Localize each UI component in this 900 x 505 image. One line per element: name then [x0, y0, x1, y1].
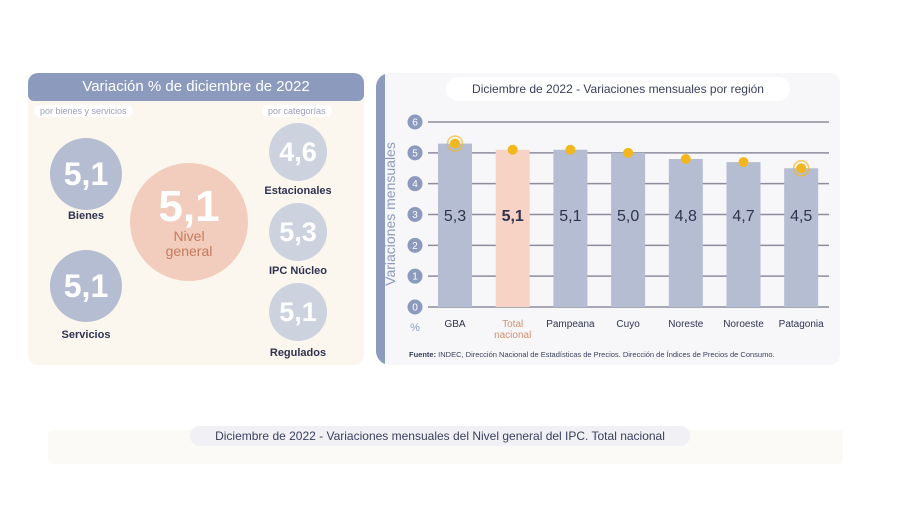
- bar: [784, 168, 819, 307]
- value-marker: [623, 147, 634, 158]
- nivel-general-circle: 5,1 Nivel general: [130, 163, 248, 281]
- category-label: GBA: [444, 319, 465, 330]
- nivel-general-label-line1: Nivel: [173, 228, 205, 244]
- by-category-label: por categorías: [262, 105, 332, 117]
- y-tick-bubble: [407, 145, 423, 161]
- value-marker: [565, 144, 576, 155]
- marker-ring: [792, 160, 810, 177]
- bottom-chart-title: Diciembre de 2022 - Variaciones mensuale…: [190, 426, 690, 446]
- bar: [553, 149, 588, 307]
- bar-value-label: 4,8: [675, 208, 697, 225]
- by-goods-services-label: por bienes y servicios: [34, 105, 133, 117]
- category-label: Patagonia: [779, 319, 824, 330]
- y-tick-label: 0: [412, 303, 418, 314]
- region-chart-title: Diciembre de 2022 - Variaciones mensuale…: [446, 77, 790, 101]
- value-marker: [680, 154, 691, 164]
- chart-source: Fuente: INDEC, Dirección Nacional de Est…: [409, 350, 775, 359]
- estacionales-circle: 4,6: [269, 123, 327, 181]
- y-tick-bubble: [407, 268, 423, 284]
- y-axis-label: Variaciones mensuales: [382, 142, 398, 286]
- source-text: INDEC, Dirección Nacional de Estadística…: [436, 350, 775, 359]
- y-tick-label: 4: [412, 179, 418, 190]
- value-marker: [738, 157, 749, 168]
- panel-accent-bar: [376, 73, 385, 365]
- y-axis-unit: %: [410, 322, 420, 334]
- servicios-label: Servicios: [61, 329, 111, 341]
- region-chart-panel: Diciembre de 2022 - Variaciones mensuale…: [376, 73, 840, 365]
- summary-title: Variación % de diciembre de 2022: [28, 73, 364, 101]
- y-tick-bubble: [407, 207, 423, 222]
- category-label: Total: [502, 319, 523, 330]
- marker-ring: [446, 135, 464, 152]
- bar: [611, 152, 646, 307]
- y-tick-label: 3: [412, 210, 418, 221]
- y-tick-bubble: [407, 114, 423, 130]
- category-label: Noroeste: [723, 319, 764, 330]
- regulados-label: Regulados: [269, 347, 327, 359]
- nivel-general-label-line2: general: [165, 243, 213, 259]
- y-tick-label: 5: [412, 148, 418, 159]
- bar-value-label: 5,0: [617, 208, 639, 225]
- y-tick-bubble: [407, 299, 423, 315]
- summary-panel: Variación % de diciembre de 2022 por bie…: [28, 73, 364, 365]
- bar-value-label: 5,1: [502, 208, 524, 225]
- ipc-nucleo-circle: 5,3: [269, 203, 327, 261]
- bar-value-label: 5,1: [559, 208, 581, 225]
- regulados-circle: 5,1: [269, 283, 327, 341]
- estacionales-label: Estacionales: [264, 185, 332, 197]
- category-label: Cuyo: [616, 319, 640, 330]
- value-marker: [507, 144, 518, 155]
- bar-value-label: 4,7: [732, 208, 754, 225]
- y-tick-label: 6: [412, 118, 418, 129]
- region-bar-chart: 0 1 2 3 4 5 6 Variaciones mensuales% 5,3 GBA 5,1 To…: [382, 114, 829, 341]
- servicios-circle: 5,1: [50, 250, 122, 322]
- value-marker: [796, 163, 807, 174]
- y-tick-bubble: [407, 176, 423, 192]
- nivel-general-value: 5,1: [158, 182, 220, 231]
- source-prefix: Fuente:: [409, 350, 437, 359]
- bienes-circle: 5,1: [50, 138, 122, 210]
- bar: [726, 162, 761, 307]
- category-label-line2: nacional: [494, 330, 531, 341]
- y-tick-label: 1: [412, 272, 418, 283]
- bar-value-label: 5,3: [444, 208, 466, 225]
- bar: [438, 143, 472, 307]
- bienes-label: Bienes: [67, 210, 105, 222]
- bar-value-label: 4,5: [790, 208, 812, 225]
- ipc-nucleo-label: IPC Núcleo: [268, 265, 328, 277]
- category-label: Noreste: [668, 319, 703, 330]
- bar: [495, 149, 530, 307]
- value-marker: [450, 138, 460, 149]
- bar: [668, 159, 703, 307]
- y-tick-label: 2: [412, 241, 418, 252]
- y-tick-bubble: [407, 237, 423, 253]
- category-label: Pampeana: [546, 319, 595, 330]
